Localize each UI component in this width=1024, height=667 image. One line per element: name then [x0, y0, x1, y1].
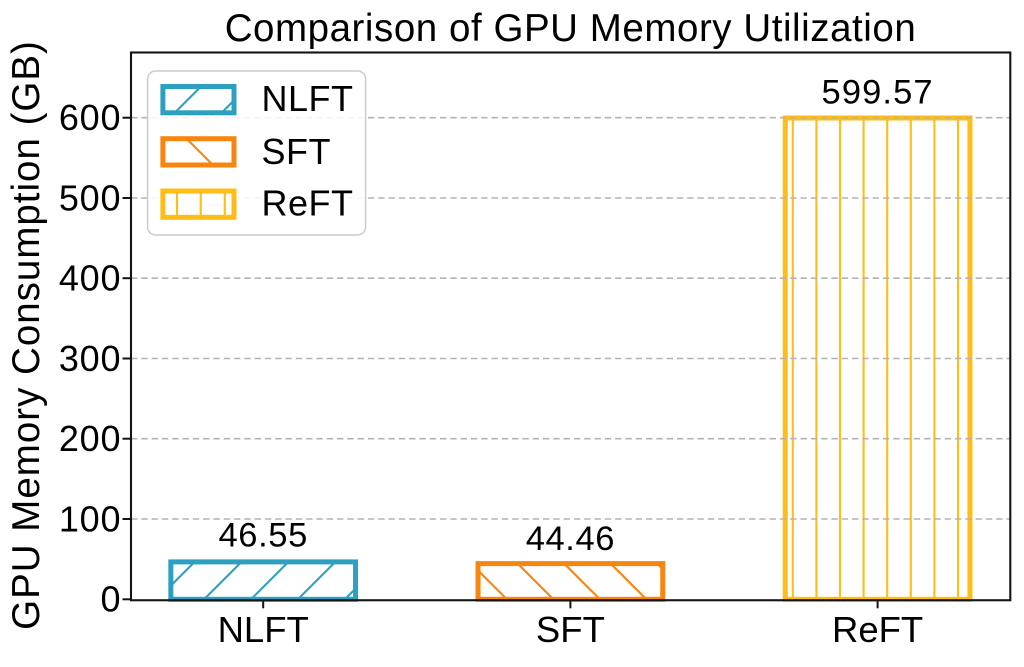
svg-text:NLFT: NLFT [218, 609, 309, 650]
svg-text:44.46: 44.46 [526, 520, 615, 558]
svg-text:600: 600 [59, 97, 121, 138]
svg-text:599.57: 599.57 [822, 74, 934, 112]
svg-text:Comparison of GPU Memory Utili: Comparison of GPU Memory Utilization [225, 7, 917, 50]
svg-text:GPU Memory Consumption (GB): GPU Memory Consumption (GB) [5, 40, 48, 630]
svg-text:SFT: SFT [536, 609, 605, 650]
svg-text:0: 0 [100, 579, 121, 620]
svg-text:100: 100 [59, 498, 121, 539]
svg-text:SFT: SFT [262, 131, 332, 172]
svg-text:500: 500 [59, 177, 121, 218]
svg-text:ReFT: ReFT [262, 182, 354, 223]
svg-text:ReFT: ReFT [832, 609, 923, 650]
svg-text:46.55: 46.55 [219, 517, 308, 555]
svg-text:NLFT: NLFT [262, 78, 354, 119]
svg-text:200: 200 [59, 418, 121, 459]
svg-text:400: 400 [59, 258, 121, 299]
svg-text:300: 300 [59, 338, 121, 379]
